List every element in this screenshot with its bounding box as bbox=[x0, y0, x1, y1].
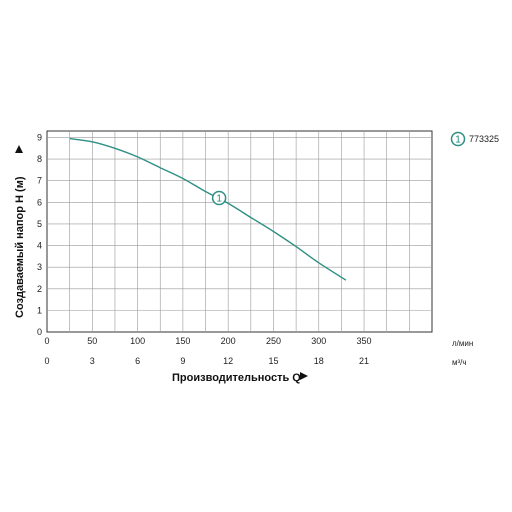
x-tick-label-lmin: 150 bbox=[175, 336, 190, 346]
x-tick-label-m3h: 15 bbox=[268, 356, 278, 366]
x-tick-label-m3h: 0 bbox=[44, 356, 49, 366]
curve-marker-label: 1 bbox=[216, 194, 222, 205]
grid bbox=[46, 130, 433, 333]
y-tick-label: 2 bbox=[37, 284, 42, 294]
x-axis-title: Производительность Q bbox=[172, 372, 301, 384]
x-tick-label-lmin: 50 bbox=[87, 336, 97, 346]
curve-marker-icon bbox=[211, 190, 227, 206]
plot-frame bbox=[46, 130, 433, 333]
y-tick-label: 0 bbox=[37, 327, 42, 337]
x-tick-label-m3h: 12 bbox=[223, 356, 233, 366]
y-tick-label: 5 bbox=[37, 219, 42, 229]
y-tick-label: 3 bbox=[37, 262, 42, 272]
y-tick-label: 7 bbox=[37, 176, 42, 186]
y-tick-label: 6 bbox=[37, 197, 42, 207]
x-tick-label-m3h: 9 bbox=[180, 356, 185, 366]
legend-marker-label: 1 bbox=[455, 135, 461, 146]
x-tick-label-m3h: 21 bbox=[359, 356, 369, 366]
x-tick-labels-lmin: 0 50 100 150 200 250 300 350 bbox=[44, 336, 371, 346]
x-axis-arrow-icon bbox=[300, 372, 308, 380]
x-tick-labels-m3h: 0 3 6 9 12 15 18 21 bbox=[44, 356, 369, 366]
legend-series-name: 773325 bbox=[469, 134, 499, 144]
x-tick-label-lmin: 250 bbox=[266, 336, 281, 346]
y-tick-label: 1 bbox=[37, 305, 42, 315]
legend-marker-icon bbox=[450, 131, 466, 147]
y-tick-label: 9 bbox=[37, 132, 42, 142]
y-tick-labels: 0 1 2 3 4 5 6 7 8 9 bbox=[37, 132, 42, 337]
x-tick-label-lmin: 350 bbox=[357, 336, 372, 346]
x-tick-label-m3h: 6 bbox=[135, 356, 140, 366]
x-tick-label-m3h: 18 bbox=[314, 356, 324, 366]
x-unit-secondary: м³/ч bbox=[452, 358, 467, 367]
x-tick-label-lmin: 300 bbox=[311, 336, 326, 346]
x-unit-primary: л/мин bbox=[452, 339, 473, 348]
x-tick-label-lmin: 100 bbox=[130, 336, 145, 346]
legend: 1 773325 bbox=[450, 131, 499, 147]
x-tick-label-lmin: 200 bbox=[221, 336, 236, 346]
y-axis-title: Создаваемый напор H (м) bbox=[14, 176, 26, 318]
series-line-773325 bbox=[69, 137, 347, 281]
y-axis-arrow-icon bbox=[15, 145, 23, 153]
y-tick-label: 8 bbox=[37, 154, 42, 164]
y-tick-label: 4 bbox=[37, 241, 42, 251]
series-layer: 1 bbox=[69, 137, 347, 281]
x-tick-label-m3h: 3 bbox=[90, 356, 95, 366]
x-tick-label-lmin: 0 bbox=[44, 336, 49, 346]
